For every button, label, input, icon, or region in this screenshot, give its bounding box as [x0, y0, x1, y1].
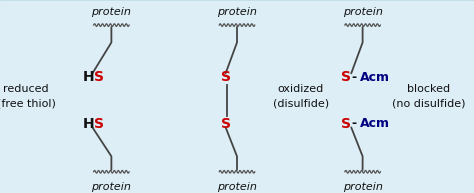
Text: reduced
(free thiol): reduced (free thiol) — [0, 85, 55, 108]
Text: Acm: Acm — [360, 71, 390, 84]
Text: protein: protein — [343, 7, 383, 17]
Text: S: S — [220, 117, 231, 130]
Text: H: H — [82, 70, 94, 84]
Text: S: S — [94, 117, 104, 130]
Text: S: S — [341, 117, 351, 130]
Text: blocked
(no disulfide): blocked (no disulfide) — [392, 85, 466, 108]
Text: protein: protein — [217, 7, 257, 17]
Text: protein: protein — [343, 182, 383, 192]
Text: Acm: Acm — [360, 117, 390, 130]
Text: protein: protein — [217, 182, 257, 192]
Text: -: - — [351, 71, 356, 84]
Text: protein: protein — [91, 182, 131, 192]
Text: protein: protein — [91, 7, 131, 17]
Text: S: S — [341, 70, 351, 84]
Text: S: S — [94, 70, 104, 84]
Text: H: H — [82, 117, 94, 130]
Text: S: S — [220, 70, 231, 84]
Text: -: - — [351, 117, 356, 130]
Text: oxidized
(disulfide): oxidized (disulfide) — [273, 85, 329, 108]
